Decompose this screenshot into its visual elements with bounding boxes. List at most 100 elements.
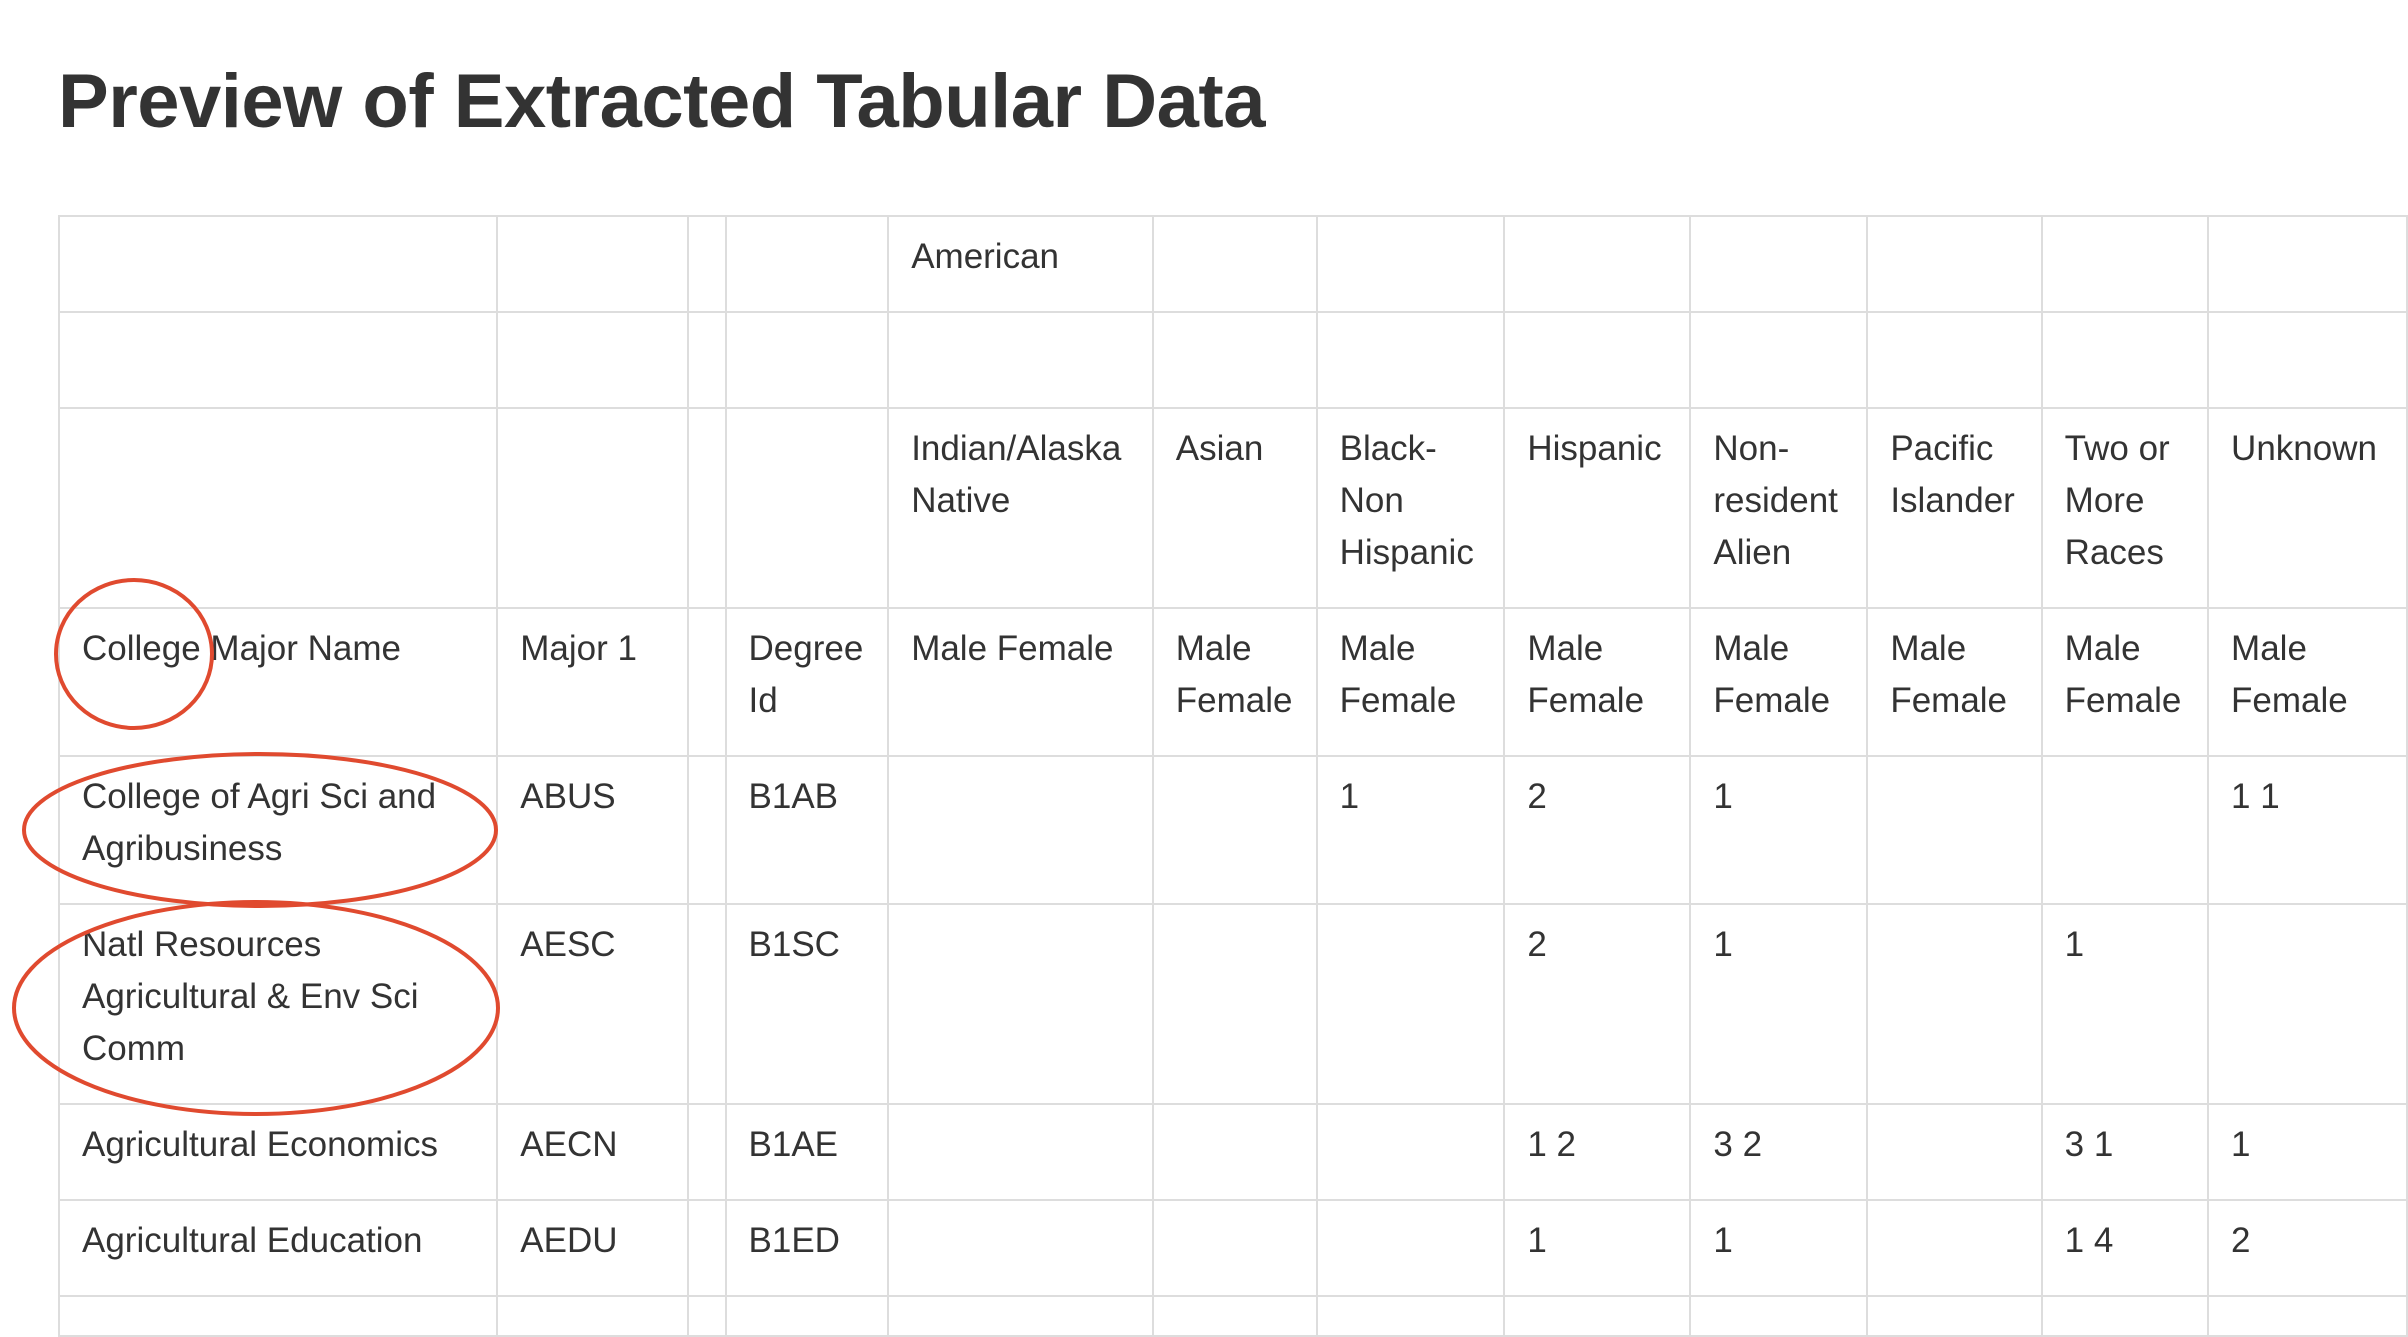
header-cell-text: Black-Non Hispanic: [1339, 429, 1474, 572]
header-cell-degree-id: Degree Id: [724, 607, 890, 757]
table-cell-non-resident-alien: [1689, 1295, 1869, 1337]
table-cell-text: 1: [1713, 1221, 1733, 1260]
table-cell-black-non-hispanic: [1315, 1295, 1506, 1337]
table-cell-black-non-hispanic: 1: [1315, 755, 1506, 905]
header-cell-two-or-more-races: Two or More Races: [2040, 407, 2210, 609]
table-row: College of Agri Sci and Agribusiness ABUS…: [57, 755, 2408, 905]
table-cell-unknown: [2207, 903, 2408, 1105]
table-cell-degree-id: B1ED: [724, 1199, 890, 1297]
header-row: College Major Name Major 1 Degree Id Male F…: [57, 607, 2408, 757]
table-cell-college-major-name: College of Agri Sci and Agribusiness: [57, 755, 499, 905]
header-cell-degree-id: [724, 407, 890, 609]
table-cell-degree-id: B1AE: [724, 1103, 890, 1201]
header-cell-hispanic: [1503, 215, 1692, 313]
header-cell-text: Two or More Races: [2064, 429, 2170, 572]
table-cell-text: 1 2: [1527, 1125, 1576, 1164]
header-cell-text: Degree Id: [748, 629, 864, 720]
header-cell-black-non-hispanic: Male Female: [1315, 607, 1506, 757]
header-cell-text: College Major Name: [82, 629, 402, 668]
header-cell-text: Non-resident Alien: [1713, 429, 1838, 572]
header-cell-degree-id: [724, 311, 890, 409]
header-cell-unknown: [2207, 215, 2408, 313]
table-cell-degree-id: [724, 1295, 890, 1337]
table-cell-text: AESC: [520, 925, 616, 964]
table-cell-text: 1 1: [2231, 777, 2280, 816]
table-cell-pacific-islander: [1866, 755, 2043, 905]
table-cell-text: AECN: [520, 1125, 618, 1164]
table-cell-text: 2: [2231, 1221, 2251, 1260]
header-cell-text: Hispanic: [1527, 429, 1662, 468]
header-cell-black-non-hispanic: Black-Non Hispanic: [1315, 407, 1506, 609]
table-cell-text: 2: [1527, 777, 1547, 816]
table-cell-two-or-more-races: [2040, 1295, 2210, 1337]
header-cell-two-or-more-races: Male Female: [2040, 607, 2210, 757]
table-cell-text: AEDU: [520, 1221, 618, 1260]
table-cell-text: 1: [1713, 925, 1733, 964]
header-cell-asian: Asian: [1151, 407, 1318, 609]
header-cell-text: Major 1: [520, 629, 637, 668]
table-cell-text: B1ED: [748, 1221, 840, 1260]
table-cell-hispanic: 1: [1503, 1199, 1692, 1297]
header-cell-major: Major 1: [496, 607, 690, 757]
header-cell-unknown: Unknown: [2207, 407, 2408, 609]
table-cell-american-indian-alaska-native: [887, 1103, 1154, 1201]
table-cell-spacer: [687, 1295, 727, 1337]
table-cell-non-resident-alien: 1: [1689, 755, 1869, 905]
table-cell-text: 3 2: [1713, 1125, 1763, 1164]
table-cell-text: 1: [1527, 1221, 1547, 1260]
header-cell-black-non-hispanic: [1315, 311, 1506, 409]
header-cell-asian: [1151, 215, 1318, 313]
table-cell-american-indian-alaska-native: [887, 903, 1154, 1105]
table-cell-non-resident-alien: 1: [1689, 1199, 1869, 1297]
header-cell-text: Male Female: [1175, 629, 1293, 720]
header-cell-pacific-islander: Male Female: [1866, 607, 2043, 757]
header-cell-black-non-hispanic: [1315, 215, 1506, 313]
header-cell-american-indian-alaska-native: American: [887, 215, 1154, 313]
header-cell-text: Unknown: [2231, 429, 2377, 468]
table-cell-college-major-name: [57, 1295, 499, 1337]
table-cell-black-non-hispanic: [1315, 1199, 1506, 1297]
table-cell-text: B1AB: [748, 777, 839, 816]
header-cell-college-major-name: College Major Name: [57, 607, 499, 757]
header-cell-unknown: Male Female: [2207, 607, 2408, 757]
header-cell-text: Male Female: [1890, 629, 2008, 720]
table-cell-hispanic: [1503, 1295, 1692, 1337]
table-cell-major: [496, 1295, 690, 1337]
header-cell-text: Male Female: [1713, 629, 1831, 720]
header-cell-two-or-more-races: [2040, 215, 2210, 313]
header-cell-text: Male Female: [2064, 629, 2182, 720]
header-cell-non-resident-alien: Non-resident Alien: [1689, 407, 1869, 609]
header-cell-college-major-name: [57, 215, 499, 313]
table-cell-unknown: 2: [2207, 1199, 2408, 1297]
table-cell-two-or-more-races: [2040, 755, 2210, 905]
header-cell-text: American: [911, 237, 1060, 276]
header-cell-two-or-more-races: [2040, 311, 2210, 409]
header-cell-college-major-name: [57, 407, 499, 609]
header-cell-text: Asian: [1175, 429, 1264, 468]
header-cell-text: Male Female: [1527, 629, 1645, 720]
header-cell-spacer: [687, 407, 727, 609]
table-cell-american-indian-alaska-native: [887, 1295, 1154, 1337]
table-cell-non-resident-alien: 1: [1689, 903, 1869, 1105]
header-cell-hispanic: Male Female: [1503, 607, 1692, 757]
table-cell-college-major-name: Agricultural Economics: [57, 1103, 499, 1201]
table-cell-american-indian-alaska-native: [887, 1199, 1154, 1297]
table-cell-text: 1 4: [2064, 1221, 2114, 1260]
table-cell-text: 3 1: [2064, 1125, 2114, 1164]
table-row: Natl Resources Agricultural & Env Sci Co…: [57, 903, 2408, 1105]
header-cell-non-resident-alien: [1689, 215, 1869, 313]
header-cell-american-indian-alaska-native: [887, 311, 1154, 409]
page-title: Preview of Extracted Tabular Data: [58, 59, 1265, 144]
header-cell-pacific-islander: [1866, 311, 2043, 409]
table-cell-pacific-islander: [1866, 1295, 2043, 1337]
extracted-data-table: American Indian/Alaska Native Asian Black-N…: [57, 215, 2408, 1337]
table-cell-two-or-more-races: 3 1: [2040, 1103, 2210, 1201]
table-cell-text: Agricultural Economics: [82, 1125, 438, 1164]
header-cell-hispanic: [1503, 311, 1692, 409]
table-cell-unknown: 1 1: [2207, 755, 2408, 905]
table-cell-spacer: [687, 1199, 727, 1297]
table-cell-american-indian-alaska-native: [887, 755, 1154, 905]
table-row: [57, 1295, 2408, 1337]
table-cell-black-non-hispanic: [1315, 1103, 1506, 1201]
header-cell-major: [496, 407, 690, 609]
